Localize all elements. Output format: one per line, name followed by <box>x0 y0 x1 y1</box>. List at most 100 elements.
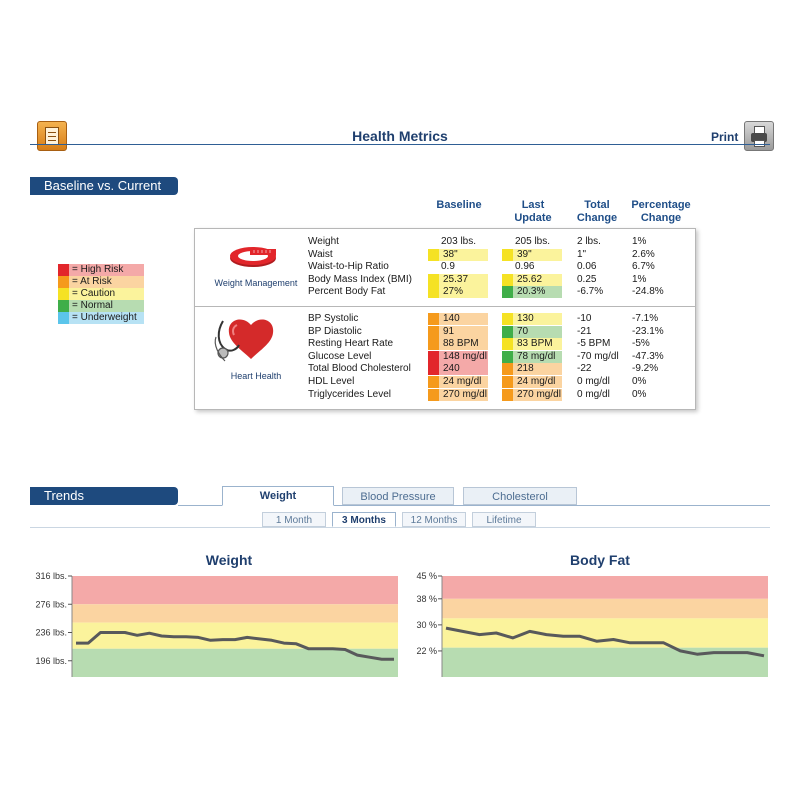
last-update-value: 205 lbs. <box>502 236 562 248</box>
total-change-value: 0 mg/dl <box>577 388 610 400</box>
percentage-change-value: 0% <box>632 388 647 400</box>
table-row: Percent Body Fat 27% 20.3% -6.7% -24.8% <box>195 286 695 299</box>
metric-name: Resting Heart Rate <box>308 338 394 350</box>
status-swatch <box>428 363 439 376</box>
header-divider <box>30 144 770 145</box>
value-text: 78 mg/dl <box>513 350 562 363</box>
percentage-change-value: -7.1% <box>632 313 659 324</box>
table-row: Waist-to-Hip Ratio 0.9 0.96 0.06 6.7% <box>195 261 695 273</box>
value-text: 25.37 <box>439 273 488 286</box>
baseline-value: 88 BPM <box>428 338 488 351</box>
value-text: 25.62 <box>513 273 562 286</box>
col-header-last-update: Last Update <box>514 199 552 224</box>
status-swatch <box>428 325 439 338</box>
risk-band <box>72 648 398 677</box>
chart-title-weight: Weight <box>205 552 253 568</box>
tab-blood-pressure[interactable]: Blood Pressure <box>342 487 454 505</box>
range-3-months[interactable]: 3 Months <box>332 512 396 527</box>
last-update-value: 218 <box>502 363 562 376</box>
status-swatch <box>502 248 513 261</box>
value-text: 20.3% <box>513 286 562 299</box>
table-row: Resting Heart Rate 88 BPM 83 BPM -5 BPM -5% <box>195 338 695 351</box>
col-header-baseline: Baseline <box>436 199 482 211</box>
range-1-month[interactable]: 1 Month <box>262 512 326 527</box>
percentage-change-value: -47.3% <box>632 350 664 362</box>
trend-line <box>76 631 394 661</box>
last-update-value: 78 mg/dl <box>502 350 562 363</box>
total-change-value: 2 lbs. <box>577 236 601 247</box>
legend-item: = Underweight <box>58 312 144 324</box>
baseline-value: 91 <box>428 325 488 338</box>
group-divider <box>195 306 695 307</box>
last-update-value: 25.62 <box>502 273 562 286</box>
range-12-months[interactable]: 12 Months <box>402 512 466 527</box>
print-label[interactable]: Print <box>711 130 739 144</box>
legend-item: = Normal <box>58 300 144 312</box>
last-update-value: 39" <box>502 248 562 261</box>
risk-band <box>72 604 398 623</box>
status-swatch <box>428 350 439 363</box>
value-text: 39" <box>513 248 562 261</box>
percentage-change-value: 2.6% <box>632 248 655 260</box>
status-swatch <box>428 273 439 286</box>
col-header-percentage-change: Percentage Change <box>631 199 691 224</box>
value-text: 270 mg/dl <box>439 388 488 401</box>
value-text: 140 <box>439 313 488 325</box>
metrics-table: Weight Management Heart Health Weight 203… <box>194 228 696 410</box>
last-update-value: 0.96 <box>502 261 562 273</box>
range-lifetime[interactable]: Lifetime <box>472 512 536 527</box>
tab-weight[interactable]: Weight <box>222 486 334 506</box>
percentage-change-value: 0% <box>632 376 647 387</box>
last-update-value: 24 mg/dl <box>502 376 562 388</box>
status-swatch <box>502 388 513 401</box>
metric-name: Waist-to-Hip Ratio <box>308 261 389 273</box>
percentage-change-value: 1% <box>632 273 647 285</box>
baseline-value: 0.9 <box>428 261 488 273</box>
legend-swatch <box>58 288 69 300</box>
range-underline <box>30 527 770 528</box>
notepad-icon <box>37 121 67 151</box>
table-row: Weight 203 lbs. 205 lbs. 2 lbs. 1% <box>195 236 695 248</box>
tabs-underline <box>178 505 770 506</box>
metric-name: Weight <box>308 236 339 247</box>
risk-band <box>72 622 398 649</box>
status-swatch <box>502 313 513 325</box>
status-swatch <box>502 363 513 376</box>
total-change-value: -5 BPM <box>577 338 611 350</box>
value-text: 38" <box>439 248 488 261</box>
metric-name: Triglycerides Level <box>308 388 391 400</box>
percentage-change-value: -23.1% <box>632 325 664 337</box>
baseline-value: 148 mg/dl <box>428 350 488 363</box>
baseline-value: 140 <box>428 313 488 325</box>
printer-icon[interactable] <box>744 121 774 151</box>
value-text: 203 lbs. <box>441 236 477 247</box>
status-swatch <box>502 376 513 388</box>
baseline-value: 25.37 <box>428 273 488 286</box>
total-change-value: 0.06 <box>577 261 597 273</box>
last-update-value: 130 <box>502 313 562 325</box>
legend-item: = At Risk <box>58 276 144 288</box>
body-fat-chart: 45 % 38 % 30 % 22 % <box>416 571 768 677</box>
status-swatch <box>502 350 513 363</box>
metric-name: HDL Level <box>308 376 355 387</box>
value-text: 270 mg/dl <box>513 388 562 401</box>
baseline-section-title: Baseline vs. Current <box>30 177 178 195</box>
table-row: Total Blood Cholesterol 240 218 -22 -9.2% <box>195 363 695 376</box>
value-text: 218 <box>513 363 562 376</box>
table-row: Waist 38" 39" 1" 2.6% <box>195 248 695 261</box>
baseline-value: 38" <box>428 248 488 261</box>
last-update-value: 83 BPM <box>502 338 562 351</box>
total-change-value: -70 mg/dl <box>577 350 619 362</box>
y-tick-label: 22 % <box>416 646 437 656</box>
status-swatch <box>428 248 439 261</box>
status-swatch <box>428 286 439 299</box>
baseline-value: 24 mg/dl <box>428 376 488 388</box>
trend-line <box>445 626 765 658</box>
tab-cholesterol[interactable]: Cholesterol <box>463 487 577 505</box>
value-text: 24 mg/dl <box>439 376 488 388</box>
last-update-value: 270 mg/dl <box>502 388 562 401</box>
percentage-change-value: 1% <box>632 236 647 247</box>
value-text: 0.9 <box>441 261 455 273</box>
risk-band <box>442 576 768 599</box>
legend-item: = Caution <box>58 288 144 300</box>
